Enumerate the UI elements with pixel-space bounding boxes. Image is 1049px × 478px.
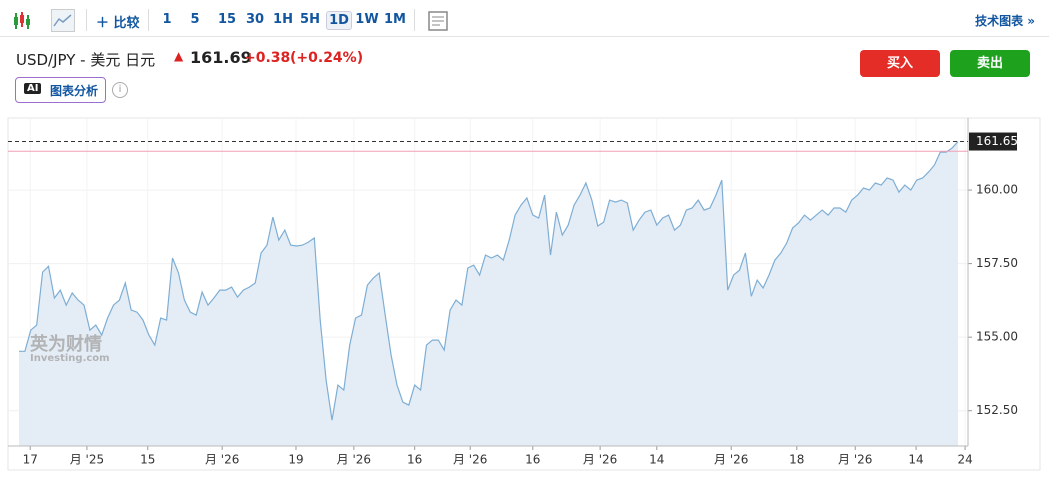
x-tick-label: 月 '26 bbox=[337, 453, 371, 467]
x-tick-label: 24 bbox=[957, 453, 972, 467]
info-icon[interactable]: i bbox=[112, 82, 128, 98]
chart: 152.50 155.00 157.50 160.00 17 月 '25 15 月 '26 19… bbox=[7, 117, 1041, 471]
interval-button[interactable]: 1 bbox=[162, 12, 172, 27]
x-tick-label: 19 bbox=[288, 453, 303, 467]
layout-icon[interactable] bbox=[428, 11, 448, 31]
interval-button[interactable]: 1W bbox=[355, 12, 379, 27]
x-tick-label: 16 bbox=[407, 453, 422, 467]
interval-button[interactable]: 5H bbox=[300, 12, 320, 27]
separator bbox=[414, 9, 415, 31]
separator bbox=[148, 9, 149, 31]
y-tick-label: 152.50 bbox=[976, 403, 1018, 417]
ai-label: 图表分析 bbox=[50, 84, 99, 98]
price: 161.69 bbox=[190, 48, 252, 67]
buy-button[interactable]: 买入 bbox=[860, 50, 940, 77]
compare-label: 比较 bbox=[113, 16, 140, 31]
toolbar-border bbox=[0, 36, 1049, 37]
interval-button[interactable]: 1H bbox=[273, 12, 293, 27]
y-tick-label: 160.00 bbox=[976, 183, 1018, 197]
x-tick-label: 月 '25 bbox=[70, 453, 104, 467]
ai-button[interactable]: AI 图表分析 bbox=[15, 77, 106, 103]
x-tick-label: 月 '26 bbox=[453, 453, 487, 467]
sell-button[interactable]: 卖出 bbox=[950, 50, 1030, 77]
y-tick-label: 155.00 bbox=[976, 330, 1018, 344]
x-tick-label: 月 '26 bbox=[205, 453, 239, 467]
change-percent: (+0.24%) bbox=[290, 50, 364, 66]
ai-badge: AI bbox=[24, 83, 42, 94]
watermark-brand: 英为财情 bbox=[30, 334, 102, 355]
x-tick-label: 月 '26 bbox=[838, 453, 872, 467]
x-tick-label: 15 bbox=[140, 453, 155, 467]
up-arrow: ▲ bbox=[174, 49, 184, 63]
separator bbox=[86, 9, 87, 31]
watermark-site: Investing.com bbox=[30, 353, 110, 364]
area-icon[interactable] bbox=[51, 9, 75, 32]
interval-button[interactable]: 30 bbox=[245, 12, 265, 27]
interval-button[interactable]: 5 bbox=[190, 12, 200, 27]
x-tick-label: 17 bbox=[23, 453, 38, 467]
interval-button[interactable]: 1D bbox=[326, 11, 352, 30]
x-tick-label: 14 bbox=[908, 453, 923, 467]
advanced-chart-link[interactable]: 技术图表 » bbox=[975, 14, 1035, 28]
price-line bbox=[19, 141, 959, 421]
last-price-box bbox=[969, 132, 1017, 151]
area-fill bbox=[19, 141, 958, 446]
x-tick-label: 18 bbox=[789, 453, 804, 467]
change: +0.38 bbox=[244, 50, 291, 66]
x-tick-label: 16 bbox=[525, 453, 540, 467]
interval-button[interactable]: 1M bbox=[384, 12, 406, 27]
compare-button[interactable]: ＋ 比较 bbox=[96, 16, 140, 31]
y-tick-label: 157.50 bbox=[976, 256, 1018, 270]
chart-frame bbox=[7, 117, 1041, 471]
last-price-label: 161.65 bbox=[976, 134, 1018, 148]
symbol: USD/JPY - 美元 日元 bbox=[16, 51, 156, 69]
x-tick-label: 月 '26 bbox=[583, 453, 617, 467]
candle-icon[interactable] bbox=[12, 10, 34, 32]
x-tick-label: 14 bbox=[649, 453, 664, 467]
x-tick-label: 月 '26 bbox=[714, 453, 748, 467]
watermark: 英为财情 Investing.com bbox=[30, 330, 110, 364]
interval-button[interactable]: 15 bbox=[217, 12, 237, 27]
